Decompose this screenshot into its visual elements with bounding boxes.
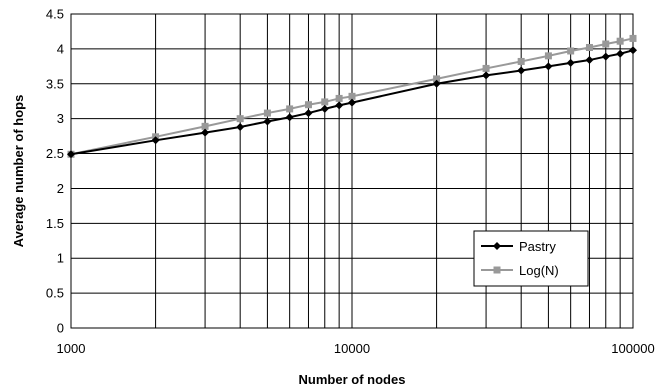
data-point-pastry — [320, 104, 329, 113]
data-point-pastry — [616, 49, 625, 58]
y-axis-title: Average number of hops — [11, 95, 26, 248]
data-point-pastry — [236, 123, 245, 132]
data-point-log-n — [585, 43, 593, 51]
y-tick-label: 2 — [57, 181, 64, 196]
plot-border — [70, 13, 634, 329]
y-tick-label: 1.5 — [46, 216, 64, 231]
y-tick-label: 3.5 — [46, 76, 64, 91]
data-point-log-n — [201, 122, 209, 130]
data-point-pastry — [201, 128, 210, 137]
y-tick-label: 4.5 — [46, 7, 64, 22]
data-point-log-n — [544, 52, 552, 60]
data-point-pastry — [304, 109, 313, 118]
data-point-pastry — [601, 52, 610, 61]
data-point-pastry — [432, 79, 441, 88]
data-point-log-n — [629, 34, 637, 42]
data-point-log-n — [602, 40, 610, 48]
x-tick-label: 100000 — [611, 341, 654, 356]
data-point-pastry — [67, 150, 75, 159]
data-point-pastry — [263, 117, 272, 126]
data-point-log-n — [321, 98, 329, 106]
data-point-pastry — [629, 46, 637, 55]
data-point-pastry — [335, 101, 344, 110]
data-point-log-n — [482, 64, 490, 72]
legend: Pastry Log(N) — [473, 230, 589, 287]
data-point-log-n — [348, 92, 356, 100]
data-point-log-n — [263, 109, 271, 117]
data-point-log-n — [433, 75, 441, 83]
y-tick-label: 1 — [57, 251, 64, 266]
x-axis-title: Number of nodes — [299, 372, 406, 387]
data-point-log-n — [335, 94, 343, 102]
x-tick-label: 1000 — [57, 341, 86, 356]
y-tick-label: 0.5 — [46, 286, 64, 301]
y-tick-labels: 0 0.5 1 1.5 2 2.5 3 3.5 4 4.5 — [46, 7, 64, 336]
y-tick-label: 2.5 — [46, 146, 64, 161]
data-point-pastry — [544, 62, 553, 71]
data-point-pastry — [482, 71, 491, 80]
data-point-log-n — [236, 115, 244, 123]
data-point-pastry — [151, 136, 160, 145]
y-tick-label: 0 — [57, 321, 64, 336]
data-point-pastry — [585, 56, 594, 65]
x-tick-labels: 1000 10000 100000 — [57, 341, 655, 356]
data-point-log-n — [304, 101, 312, 109]
legend-pastry-marker — [493, 242, 501, 250]
x-tick-label: 10000 — [334, 341, 370, 356]
data-point-pastry — [566, 58, 575, 67]
data-point-log-n — [616, 37, 624, 45]
legend-logn-marker — [493, 266, 501, 274]
data-point-log-n — [517, 57, 525, 65]
data-point-pastry — [517, 66, 526, 75]
data-point-log-n — [567, 47, 575, 55]
y-tick-label: 4 — [57, 41, 64, 56]
data-point-pastry — [285, 113, 294, 122]
y-tick-label: 3 — [57, 111, 64, 126]
legend-pastry-label: Pastry — [519, 239, 556, 254]
data-point-log-n — [286, 105, 294, 113]
legend-logn-label: Log(N) — [519, 263, 559, 278]
legend-box — [473, 230, 589, 287]
series-group — [67, 34, 637, 159]
data-point-pastry — [348, 98, 356, 107]
